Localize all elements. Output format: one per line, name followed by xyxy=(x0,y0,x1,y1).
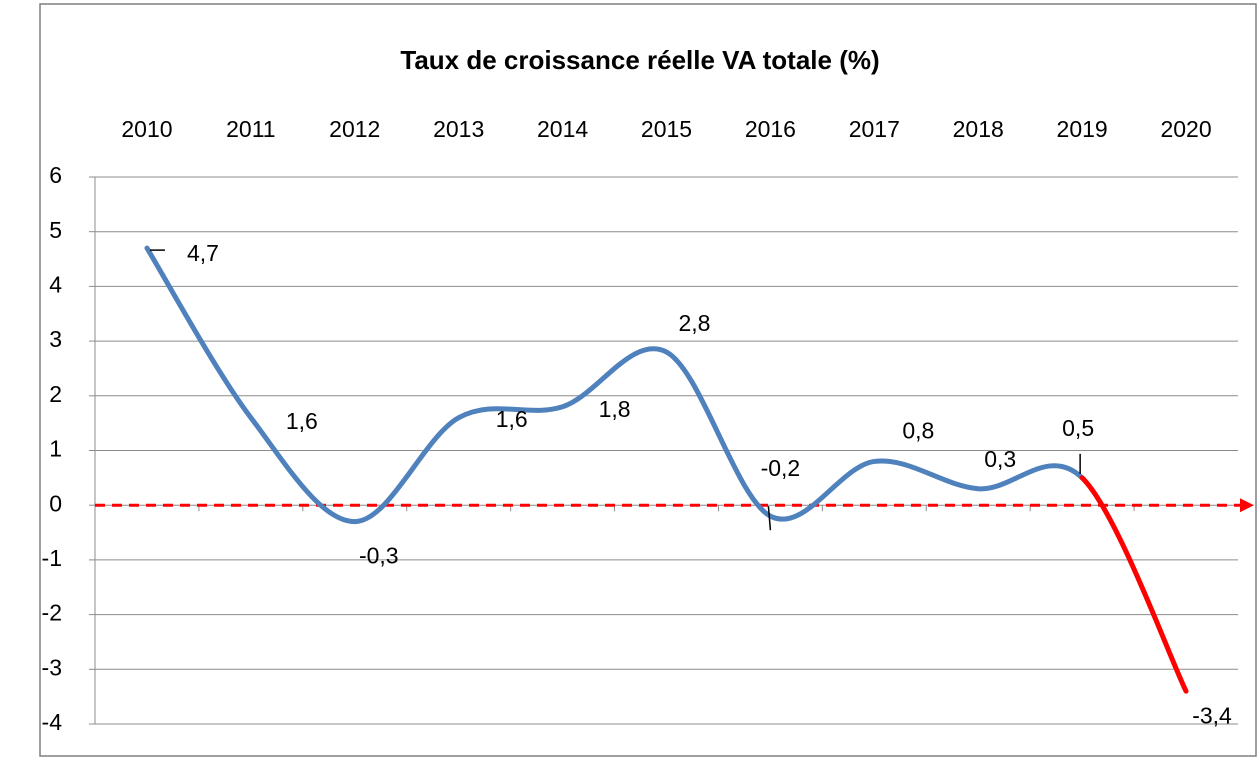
y-tick-label: -4 xyxy=(42,709,63,735)
y-tick-label: 3 xyxy=(49,326,62,352)
leader-line xyxy=(767,506,772,531)
data-label: 0,5 xyxy=(1062,415,1094,441)
x-tick-label: 2020 xyxy=(1160,116,1211,142)
data-label: -3,4 xyxy=(1192,702,1232,728)
zero-line-arrow xyxy=(1240,498,1254,513)
data-label: 4,7 xyxy=(187,240,219,266)
y-tick-label: -3 xyxy=(42,654,62,680)
x-tick-label: 2018 xyxy=(953,116,1004,142)
x-tick-label: 2010 xyxy=(121,116,172,142)
data-label: 1,8 xyxy=(599,396,631,422)
x-tick-label: 2019 xyxy=(1057,116,1108,142)
x-tick-label: 2013 xyxy=(433,116,484,142)
chart-border xyxy=(39,3,1257,757)
chart-title: Taux de croissance réelle VA totale (%) xyxy=(400,45,879,75)
data-label: 1,6 xyxy=(496,406,528,432)
y-tick-label: 4 xyxy=(49,271,62,297)
x-tick-label: 2012 xyxy=(329,116,380,142)
line-last-segment xyxy=(1079,475,1189,694)
x-tick-label: 2015 xyxy=(641,116,692,142)
x-tick-label: 2011 xyxy=(226,116,275,142)
data-label: 1,6 xyxy=(286,408,318,434)
y-tick-label: -1 xyxy=(42,545,62,571)
y-tick-label: 0 xyxy=(49,490,62,516)
data-label: 0,8 xyxy=(902,418,934,444)
x-tick-label: 2016 xyxy=(745,116,796,142)
y-tick-label: 6 xyxy=(49,162,62,188)
line xyxy=(144,245,1085,525)
data-label: -0,3 xyxy=(359,543,399,569)
data-label: 0,3 xyxy=(984,446,1016,472)
y-tick-label: 5 xyxy=(49,217,62,243)
data-label: -0,2 xyxy=(761,455,801,481)
x-tick-label: 2017 xyxy=(849,116,900,142)
data-label: 2,8 xyxy=(679,310,711,336)
x-tick-label: 2014 xyxy=(537,116,588,142)
y-tick-label: -2 xyxy=(42,600,62,626)
y-tick-label: 1 xyxy=(49,436,62,462)
y-tick-label: 2 xyxy=(49,381,62,407)
